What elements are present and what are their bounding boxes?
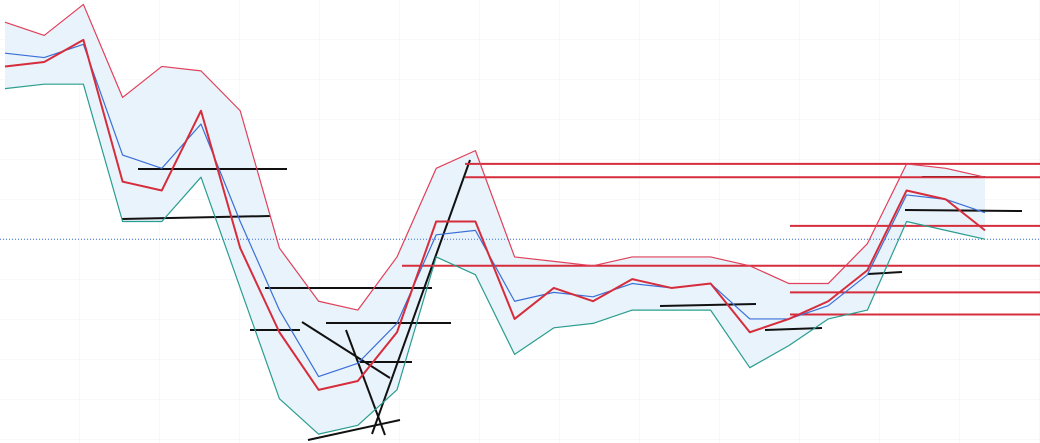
trendlines xyxy=(121,159,1023,441)
trendline xyxy=(121,215,271,220)
trendline xyxy=(301,321,391,379)
lines xyxy=(4,3,1040,435)
trendline xyxy=(371,159,471,435)
trendline xyxy=(764,327,823,331)
trendline xyxy=(867,271,903,275)
bands xyxy=(0,4,1040,435)
band-fill xyxy=(5,4,985,435)
band-line xyxy=(4,83,986,435)
band-line xyxy=(4,43,986,378)
trendline xyxy=(904,209,1023,212)
band-line xyxy=(4,3,986,311)
trendline xyxy=(659,303,757,307)
price-line xyxy=(4,38,986,391)
trendline xyxy=(307,419,401,441)
